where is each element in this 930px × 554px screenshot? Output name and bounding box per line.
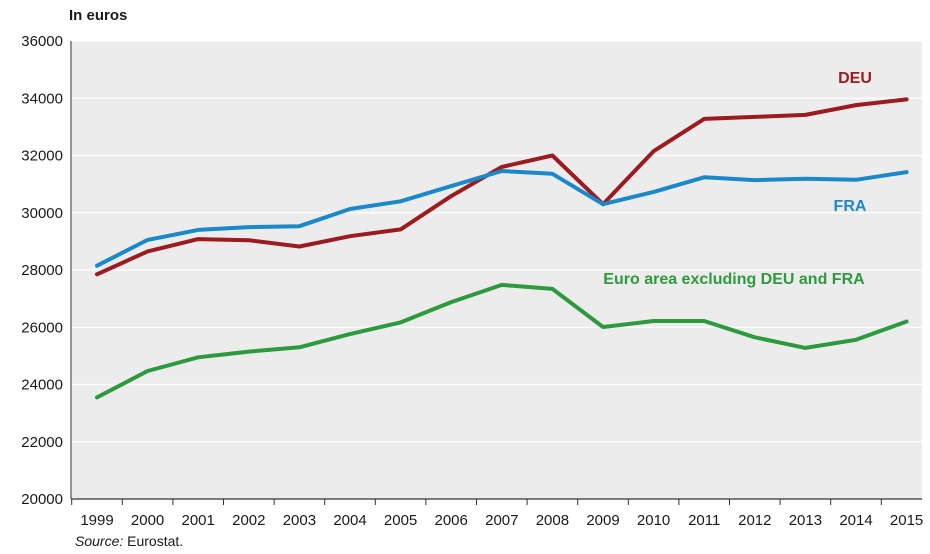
- x-axis: 1999 2000 2001 2002 2003 2004 2005 2006 2007 2008…: [70, 41, 923, 529]
- x-tick-label: 2013: [789, 512, 822, 529]
- x-tick-label: 2004: [333, 512, 366, 529]
- x-tick-label: 2003: [283, 512, 316, 529]
- series-line-euro-area-excluding-deu-and-fra: [95, 282, 909, 400]
- y-tick-label: 36000: [21, 33, 63, 50]
- x-tick-label: 2012: [738, 512, 771, 529]
- x-tick-label: 2009: [586, 512, 619, 529]
- x-tick-label: 2007: [485, 512, 518, 529]
- x-tick-label: 2015: [890, 512, 923, 529]
- series-line-fra: [95, 169, 909, 268]
- source-note: Source: Eurostat.: [75, 533, 183, 549]
- series-line-deu: [95, 97, 909, 277]
- x-tick-label: 2010: [637, 512, 670, 529]
- source-label: Source:: [75, 533, 124, 549]
- y-tick-label: 24000: [21, 377, 63, 394]
- series-labels: DEU FRA Euro area excluding DEU and FRA: [603, 70, 872, 288]
- x-tick-label: 1999: [80, 512, 113, 529]
- x-tick-label: 2011: [688, 512, 720, 529]
- source-text: Eurostat.: [127, 533, 184, 549]
- y-tick-label: 20000: [21, 491, 63, 508]
- x-tick-label: 2014: [839, 512, 872, 529]
- y-tick-label: 26000: [21, 319, 63, 336]
- series-lines: [95, 97, 909, 400]
- y-axis-unit-label: In euros: [69, 7, 127, 24]
- x-tick-label: 2001: [182, 512, 215, 529]
- y-axis-ticks: 20000 22000 24000 26000 28000 30000 32000 34000…: [21, 33, 63, 508]
- y-tick-label: 22000: [21, 434, 63, 451]
- y-tick-label: 28000: [21, 262, 63, 279]
- x-tick-label: 2008: [536, 512, 569, 529]
- series-label-euro-area-excluding-deu-and-fra: Euro area excluding DEU and FRA: [603, 271, 865, 288]
- gridlines: [71, 40, 922, 443]
- y-tick-label: 30000: [21, 205, 63, 222]
- line-chart: 20000 22000 24000 26000 28000 30000 32000 34000…: [21, 7, 923, 529]
- x-tick-label: 2005: [384, 512, 417, 529]
- x-tick-label: 2000: [131, 512, 164, 529]
- series-label-deu: DEU: [838, 70, 872, 87]
- y-tick-label: 32000: [21, 148, 63, 165]
- x-tick-label: 2002: [232, 512, 265, 529]
- x-tick-label: 2006: [435, 512, 468, 529]
- y-tick-label: 34000: [21, 90, 63, 107]
- series-label-fra: FRA: [834, 198, 867, 215]
